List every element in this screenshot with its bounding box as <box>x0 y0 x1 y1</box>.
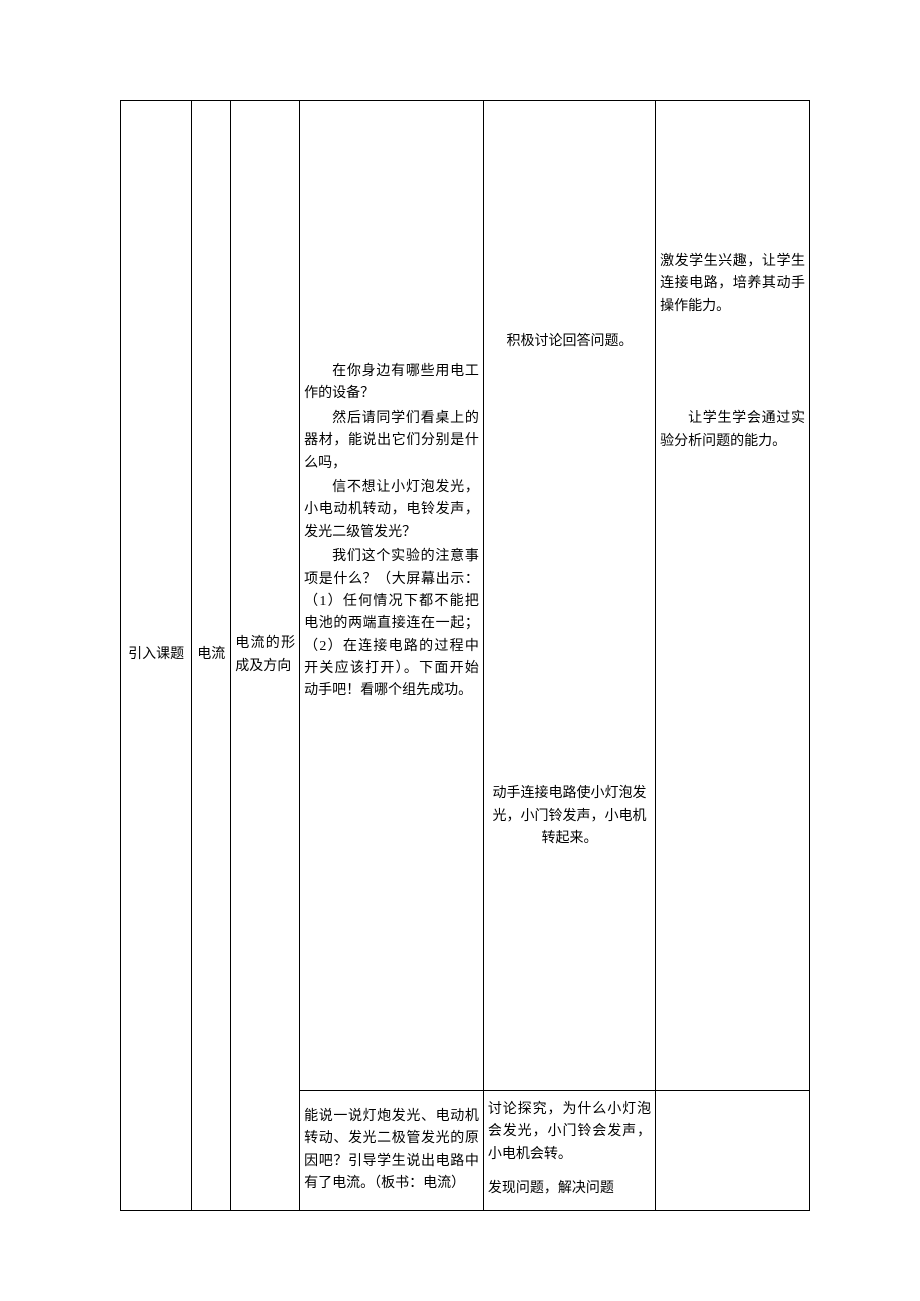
cell-student-activity-2: 讨论探究，为什么小灯泡会发光，小门铃会发声，小电机会转。 发现问题，解决问题 <box>483 1091 655 1211</box>
teacher-para-5: 能说一说灯炮发光、电动机转动、发光二极管发光的原因吧？引导学生说出电路中有了电流… <box>304 1109 479 1191</box>
cell-teacher-activity: 在你身边有哪些用电工作的设备？ 然后请同学们看桌上的器材，能说出它们分别是什么吗… <box>300 101 484 1091</box>
lesson-plan-table: 引入课题 电流 电流的形成及方向 在你身边有哪些用电工作的设备？ 然后请同学们看… <box>120 100 810 1211</box>
intent-para-1: 激发学生兴趣，让学生连接电路，培养其动手操作能力。 <box>660 251 805 318</box>
teacher-para-4: 我们这个实验的注意事项是什么？（大屏幕出示：（1）任何情况下都不能把电池的两端直… <box>304 546 479 703</box>
cell-design-intent-2 <box>656 1091 810 1211</box>
teacher-para-2: 然后请同学们看桌上的器材，能说出它们分别是什么吗， <box>304 408 479 475</box>
knowledge-label: 电流的形成及方向 <box>235 636 295 673</box>
student-para-1: 积极讨论回答问题。 <box>488 331 651 353</box>
topic-label: 电流 <box>197 647 225 662</box>
teacher-para-3: 信不想让小灯泡发光，小电动机转动，电铃发声，发光二级管发光？ <box>304 477 479 544</box>
cell-teacher-activity-2: 能说一说灯炮发光、电动机转动、发光二极管发光的原因吧？引导学生说出电路中有了电流… <box>300 1091 484 1211</box>
student-para-3: 讨论探究，为什么小灯泡会发光，小门铃会发声，小电机会转。 <box>488 1099 651 1166</box>
cell-stage: 引入课题 <box>121 101 192 1211</box>
student-para-4: 发现问题，解决问题 <box>488 1178 651 1200</box>
cell-knowledge: 电流的形成及方向 <box>231 101 300 1211</box>
cell-topic: 电流 <box>192 101 231 1211</box>
intent-para-2: 让学生学会通过实验分析问题的能力。 <box>660 408 805 453</box>
table-row: 引入课题 电流 电流的形成及方向 在你身边有哪些用电工作的设备？ 然后请同学们看… <box>121 101 810 1091</box>
document-page: 引入课题 电流 电流的形成及方向 在你身边有哪些用电工作的设备？ 然后请同学们看… <box>0 0 920 1271</box>
student-para-2: 动手连接电路使小灯泡发光，小门铃发声，小电机转起来。 <box>488 783 651 850</box>
cell-student-activity: 积极讨论回答问题。 动手连接电路使小灯泡发光，小门铃发声，小电机转起来。 <box>483 101 655 1091</box>
cell-design-intent: 激发学生兴趣，让学生连接电路，培养其动手操作能力。 让学生学会通过实验分析问题的… <box>656 101 810 1091</box>
teacher-para-1: 在你身边有哪些用电工作的设备？ <box>304 361 479 406</box>
stage-label: 引入课题 <box>128 647 184 662</box>
